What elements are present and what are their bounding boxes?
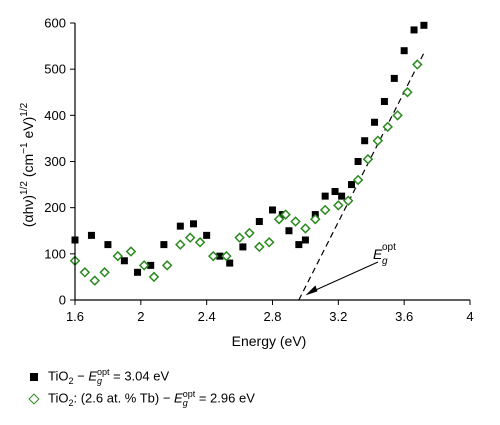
- data-point: [319, 204, 331, 216]
- series-2: [69, 59, 423, 286]
- data-point: [161, 260, 173, 271]
- svg-text:E: E: [373, 246, 383, 262]
- data-point: [226, 259, 234, 267]
- data-point: [190, 220, 197, 228]
- data-point: [254, 241, 265, 253]
- data-point: [216, 252, 224, 260]
- data-point: [194, 237, 206, 248]
- data-point: [273, 213, 285, 225]
- data-point: [203, 231, 211, 239]
- data-point: [285, 227, 293, 235]
- x-axis-label: Energy (eV): [232, 333, 307, 349]
- data-point: [221, 250, 232, 262]
- data-point: [382, 121, 393, 133]
- annotation-eg-opt: E g opt: [305, 242, 396, 296]
- y-tick-label: 600: [44, 16, 66, 31]
- data-point: [362, 153, 374, 165]
- data-point: [138, 260, 150, 271]
- svg-text:(αhν)1/2 (cm−1 eV)1/2: (αhν)1/2 (cm−1 eV)1/2: [19, 102, 36, 227]
- data-point: [412, 59, 423, 70]
- data-point: [301, 236, 309, 244]
- data-point: [400, 47, 408, 55]
- axes: 1.6 2 2.4 2.8 3.2 3.6 4 0 100 200 300 400 500 600: [44, 16, 473, 325]
- data-point: [410, 26, 418, 34]
- data-point: [392, 110, 403, 121]
- x-tick-label: 4: [466, 309, 473, 324]
- data-point: [420, 21, 428, 29]
- y-tick-label: 0: [59, 293, 66, 308]
- data-point: [89, 275, 101, 286]
- data-point: [310, 213, 321, 225]
- data-point: [371, 118, 379, 126]
- data-point: [207, 250, 219, 262]
- fit-line: [298, 52, 425, 301]
- data-point: [255, 218, 263, 226]
- data-point: [321, 192, 329, 200]
- y-tick-label: 200: [44, 200, 66, 215]
- data-point: [87, 231, 95, 239]
- y-tick-label: 400: [44, 108, 66, 123]
- data-point: [390, 74, 398, 82]
- data-point: [372, 135, 384, 146]
- x-tick-label: 2.8: [263, 309, 281, 324]
- data-point: [333, 200, 344, 211]
- data-point: [134, 268, 142, 276]
- data-point: [361, 137, 369, 145]
- data-point: [234, 232, 245, 243]
- x-tick-label: 2: [137, 309, 144, 324]
- data-point: [104, 241, 112, 249]
- data-point: [348, 181, 355, 189]
- data-point: [263, 237, 275, 248]
- diamond-marker-icon: [28, 393, 40, 405]
- annotation-arrow-line: [310, 261, 379, 293]
- annotation-arrowhead-icon: [305, 285, 318, 296]
- data-point: [239, 243, 247, 251]
- data-point: [79, 267, 91, 278]
- data-point: [290, 216, 301, 227]
- data-point: [300, 223, 311, 234]
- data-point: [99, 267, 110, 278]
- x-tick-label: 3.6: [395, 309, 413, 324]
- data-point: [280, 209, 291, 220]
- data-point: [338, 192, 346, 200]
- data-point: [147, 261, 155, 269]
- data-point: [402, 86, 413, 98]
- data-point: [380, 97, 388, 105]
- data-point: [176, 222, 184, 230]
- data-point: [352, 174, 364, 186]
- x-tick-label: 3.2: [329, 309, 347, 324]
- data-point: [354, 158, 362, 165]
- data-point: [331, 188, 339, 196]
- data-point: [120, 257, 128, 265]
- data-point: [112, 250, 124, 262]
- x-tick-label: 1.6: [66, 309, 84, 324]
- svg-text:g: g: [382, 256, 388, 267]
- data-point: [295, 241, 303, 249]
- data-point: [184, 232, 196, 243]
- data-point: [148, 271, 160, 283]
- square-marker-icon: [30, 373, 38, 381]
- y-tick-label: 500: [44, 62, 66, 77]
- data-point: [342, 195, 354, 207]
- data-point: [244, 227, 255, 239]
- svg-text:opt: opt: [382, 242, 396, 253]
- y-axis-label: (αhν)1/2 (cm−1 eV)1/2: [19, 102, 36, 227]
- y-tick-label: 100: [44, 246, 66, 261]
- data-point: [175, 239, 186, 250]
- data-point: [269, 206, 276, 214]
- data-point: [125, 246, 137, 257]
- data-point: [160, 241, 168, 249]
- y-tick-label: 300: [44, 154, 66, 169]
- x-tick-label: 2.4: [198, 309, 216, 324]
